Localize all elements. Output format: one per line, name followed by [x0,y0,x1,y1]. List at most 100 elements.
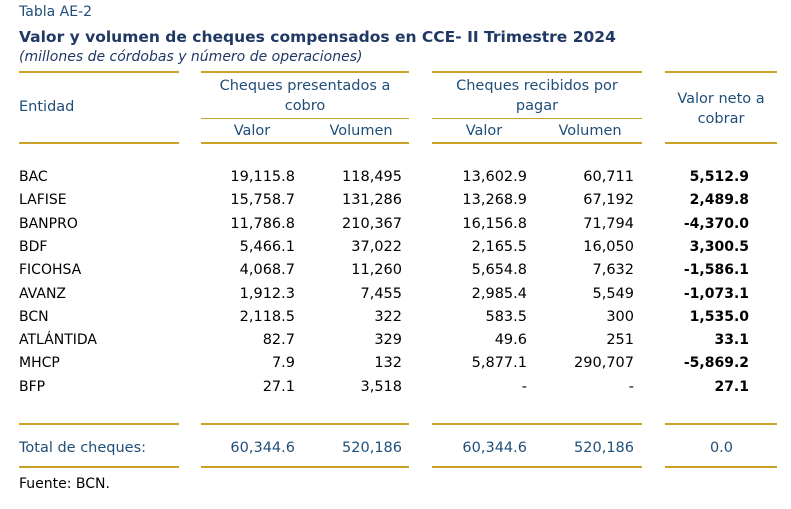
total-rec-volumen: 520,186 [574,440,634,456]
row-rec-valor: - [521,379,527,395]
row-rec-valor: 13,602.9 [462,169,527,185]
rule-total-presentados [201,423,409,425]
row-pres-volumen: 131,286 [342,192,402,208]
row-rec-volumen: 300 [606,309,634,325]
row-entidad: BAC [19,169,48,185]
row-pres-valor: 11,786.8 [230,216,295,232]
row-entidad: BCN [19,309,49,325]
row-neto: -4,370.0 [683,216,749,232]
row-neto: 1,535.0 [689,309,749,325]
source-note: Fuente: BCN. [19,476,110,492]
row-rec-volumen: 60,711 [583,169,634,185]
table-title: Valor y volumen de cheques compensados e… [19,28,616,46]
header-neto-line1: Valor neto a [677,91,765,107]
row-entidad: AVANZ [19,286,67,302]
row-rec-valor: 583.5 [485,309,527,325]
row-neto: -1,073.1 [683,286,749,302]
rule-bottom-recibidos [432,466,642,468]
row-neto: 33.1 [714,332,749,348]
rule-total-entidad [19,423,179,425]
rule-bottom-presentados [201,466,409,468]
row-pres-volumen: 322 [374,309,402,325]
rule-head-neto [665,142,777,144]
total-pres-volumen: 520,186 [342,440,402,456]
header-presentados-line2: cobro [284,98,326,114]
row-rec-volumen: 5,549 [592,286,634,302]
row-pres-volumen: 132 [374,355,402,371]
row-pres-volumen: 11,260 [351,262,402,278]
rule-total-neto [665,423,777,425]
total-neto: 0.0 [709,440,733,456]
row-pres-volumen: 118,495 [342,169,402,185]
rule-sub-presentados [201,118,409,119]
row-neto: 27.1 [714,379,749,395]
row-neto: 2,489.8 [689,192,749,208]
row-pres-volumen: 3,518 [360,379,402,395]
row-rec-valor: 13,268.9 [462,192,527,208]
row-pres-valor: 27.1 [262,379,295,395]
row-rec-valor: 49.6 [494,332,527,348]
row-neto: 3,300.5 [689,239,749,255]
header-valor-neto: Valor neto a cobrar [665,89,777,129]
header-neto-line2: cobrar [697,111,745,127]
row-pres-valor: 5,466.1 [239,239,295,255]
rule-bottom-neto [665,466,777,468]
row-rec-valor: 2,985.4 [471,286,527,302]
row-rec-valor: 16,156.8 [462,216,527,232]
header-rec-volumen: Volumen [558,123,622,139]
rule-top-neto [665,71,777,73]
header-pres-volumen: Volumen [329,123,393,139]
row-pres-valor: 15,758.7 [230,192,295,208]
rule-total-recibidos [432,423,642,425]
row-rec-volumen: - [628,379,634,395]
header-group-presentados: Cheques presentados a cobro [201,76,409,116]
row-neto: 5,512.9 [689,169,749,185]
row-rec-volumen: 71,794 [583,216,634,232]
header-pres-valor: Valor [233,123,271,139]
row-entidad: LAFISE [19,192,67,208]
row-entidad: MHCP [19,355,60,371]
header-recibidos-line2: pagar [515,98,559,114]
table-label: Tabla AE-2 [19,4,93,20]
row-pres-valor: 2,118.5 [239,309,295,325]
row-entidad: FICOHSA [19,262,82,278]
row-neto: -1,586.1 [683,262,749,278]
header-entidad: Entidad [19,99,75,115]
row-rec-valor: 2,165.5 [471,239,527,255]
rule-bottom-entidad [19,466,179,468]
rule-top-entidad [19,71,179,73]
row-rec-valor: 5,654.8 [471,262,527,278]
table-subtitle: (millones de córdobas y número de operac… [19,49,363,65]
row-pres-valor: 1,912.3 [239,286,295,302]
row-rec-valor: 5,877.1 [471,355,527,371]
rule-top-presentados [201,71,409,73]
header-rec-valor: Valor [465,123,503,139]
row-neto: -5,869.2 [683,355,749,371]
row-rec-volumen: 7,632 [592,262,634,278]
header-presentados-line1: Cheques presentados a [219,78,391,94]
rule-sub-recibidos [432,118,642,119]
row-entidad: BFP [19,379,46,395]
row-pres-valor: 7.9 [271,355,295,371]
row-entidad: ATLÁNTIDA [19,332,98,348]
row-entidad: BDF [19,239,48,255]
row-pres-valor: 82.7 [262,332,295,348]
total-pres-valor: 60,344.6 [230,440,295,456]
rule-head-recibidos [432,142,642,144]
rule-head-presentados [201,142,409,144]
row-rec-volumen: 67,192 [583,192,634,208]
row-pres-volumen: 37,022 [351,239,402,255]
row-rec-volumen: 16,050 [583,239,634,255]
row-rec-volumen: 290,707 [574,355,634,371]
row-pres-volumen: 329 [374,332,402,348]
total-label: Total de cheques: [19,440,147,456]
row-pres-volumen: 7,455 [360,286,402,302]
total-rec-valor: 60,344.6 [462,440,527,456]
row-entidad: BANPRO [19,216,78,232]
row-pres-volumen: 210,367 [342,216,402,232]
header-group-recibidos: Cheques recibidos por pagar [432,76,642,116]
rule-head-entidad [19,142,179,144]
row-pres-valor: 19,115.8 [230,169,295,185]
row-pres-valor: 4,068.7 [239,262,295,278]
header-recibidos-line1: Cheques recibidos por [456,78,618,94]
